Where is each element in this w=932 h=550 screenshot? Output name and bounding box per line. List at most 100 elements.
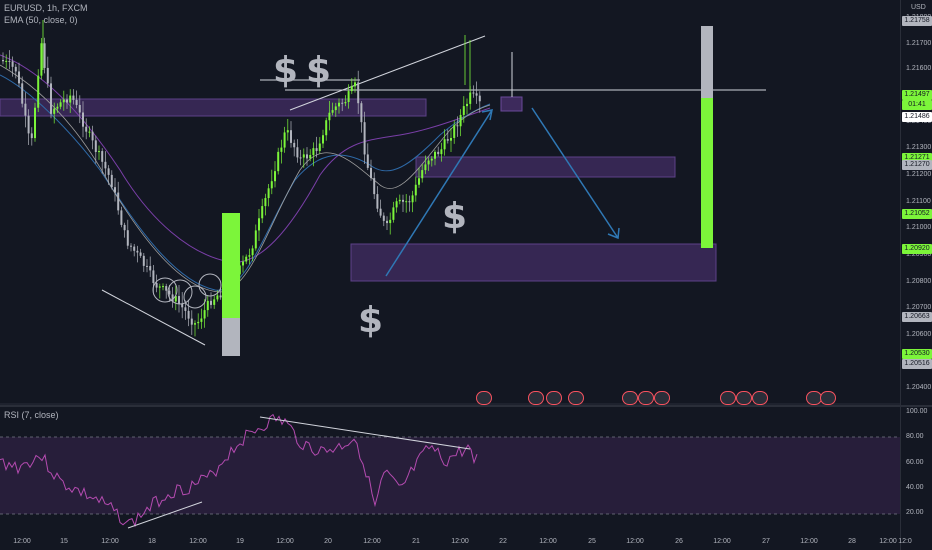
candle-body xyxy=(107,168,110,175)
candle-body xyxy=(258,218,260,231)
short-position-gray xyxy=(701,26,713,98)
candle-body xyxy=(280,147,283,152)
candle-body xyxy=(405,201,408,203)
candle-body xyxy=(370,167,372,179)
event-marker[interactable] xyxy=(528,391,544,405)
candle-body xyxy=(296,147,299,158)
price-tick-label: 1.20700 xyxy=(906,304,932,311)
event-marker[interactable] xyxy=(622,391,638,405)
candle-body xyxy=(446,139,449,141)
candle-body xyxy=(200,318,203,322)
event-marker[interactable] xyxy=(736,391,752,405)
price-chart[interactable] xyxy=(0,0,900,405)
candle-body xyxy=(110,174,113,188)
candle-body xyxy=(344,102,347,104)
time-tick-label: 25 xyxy=(588,538,596,545)
candle-body xyxy=(158,286,161,288)
candle-body xyxy=(341,102,344,104)
candle-body xyxy=(261,206,264,219)
time-tick-label: 12:00 xyxy=(713,538,731,545)
ema-legend[interactable]: EMA (50, close, 0) xyxy=(4,15,78,25)
event-marker[interactable] xyxy=(720,391,736,405)
event-marker[interactable] xyxy=(568,391,584,405)
candle-body xyxy=(206,300,209,311)
price-tag: 1.21758 xyxy=(902,16,932,26)
candle-body xyxy=(142,255,145,266)
event-marker[interactable] xyxy=(476,391,492,405)
candle-body xyxy=(338,102,340,107)
candle-body xyxy=(27,115,30,134)
rsi-band xyxy=(0,437,900,514)
candle-body xyxy=(14,66,17,72)
price-tick-label: 1.21300 xyxy=(906,144,932,151)
candle-body xyxy=(299,157,302,159)
candle-body xyxy=(162,286,164,288)
candle-body xyxy=(434,151,436,159)
price-tick-label: 1.21100 xyxy=(906,198,931,205)
time-tick-label: 21 xyxy=(412,538,420,545)
event-marker[interactable] xyxy=(546,391,562,405)
time-tick-label: 27 xyxy=(762,538,770,545)
rsi-legend[interactable]: RSI (7, close) xyxy=(4,410,59,420)
candle-body xyxy=(56,106,59,109)
circle-marker xyxy=(183,285,207,309)
price-tag: 1.20530 xyxy=(902,349,932,359)
symbol-legend[interactable]: EURUSD, 1h, FXCM xyxy=(4,3,88,13)
candle-body xyxy=(350,86,353,92)
price-tick-label: 1.20800 xyxy=(906,278,932,285)
time-tick-label: 12:00 xyxy=(800,538,818,545)
circle-marker xyxy=(167,279,193,305)
candle-body xyxy=(450,137,452,141)
candle-body xyxy=(315,148,318,151)
candle-body xyxy=(302,154,305,158)
candle-body xyxy=(469,92,472,104)
candle-body xyxy=(408,201,411,203)
rsi-trendline-lower xyxy=(127,501,203,529)
price-tick-label: 1.21600 xyxy=(906,65,932,72)
candle-body xyxy=(373,178,376,195)
rsi-trendline-upper xyxy=(259,416,471,450)
mid-zone xyxy=(415,156,676,178)
candle-body xyxy=(114,187,116,193)
time-tick-label: 26 xyxy=(675,538,683,545)
candle-body xyxy=(139,252,142,256)
candle-body xyxy=(181,303,184,308)
event-marker[interactable] xyxy=(638,391,654,405)
candle-body xyxy=(46,67,49,84)
candle-body xyxy=(149,266,152,271)
candle-body xyxy=(168,290,171,295)
candle-body xyxy=(197,321,200,324)
candle-body xyxy=(69,95,72,103)
dollar-sign-annotation: $ xyxy=(442,196,468,237)
candle-body xyxy=(98,151,100,153)
candle-body xyxy=(328,112,331,121)
candle-body xyxy=(104,161,107,169)
time-tick-label: 18 xyxy=(148,538,156,545)
time-tick-label: 12:0 xyxy=(898,538,912,545)
pane-separator[interactable] xyxy=(0,405,932,407)
candle-body xyxy=(424,164,427,171)
price-tick-label: 1.20600 xyxy=(906,331,932,338)
candle-body xyxy=(386,220,388,224)
time-tick-label: 12:00 xyxy=(451,538,469,545)
trendline-lower-left xyxy=(101,289,206,346)
candle-body xyxy=(290,130,292,143)
event-marker[interactable] xyxy=(820,391,836,405)
candle-body xyxy=(443,139,446,150)
candle-body xyxy=(194,323,196,325)
candle-body xyxy=(190,318,193,325)
candle-body xyxy=(242,261,244,266)
candle-body xyxy=(219,295,222,298)
candle-body xyxy=(379,208,382,216)
rsi-chart[interactable] xyxy=(0,407,900,535)
event-marker[interactable] xyxy=(654,391,670,405)
candle-body xyxy=(318,143,321,151)
candle-body xyxy=(30,133,33,139)
time-tick-label: 12:00 xyxy=(626,538,644,545)
event-marker[interactable] xyxy=(752,391,768,405)
candle-body xyxy=(459,114,462,127)
candle-body xyxy=(421,170,424,179)
ema-slow xyxy=(0,54,491,263)
time-tick-label: 12:00 xyxy=(101,538,119,545)
candle-body xyxy=(155,283,158,288)
